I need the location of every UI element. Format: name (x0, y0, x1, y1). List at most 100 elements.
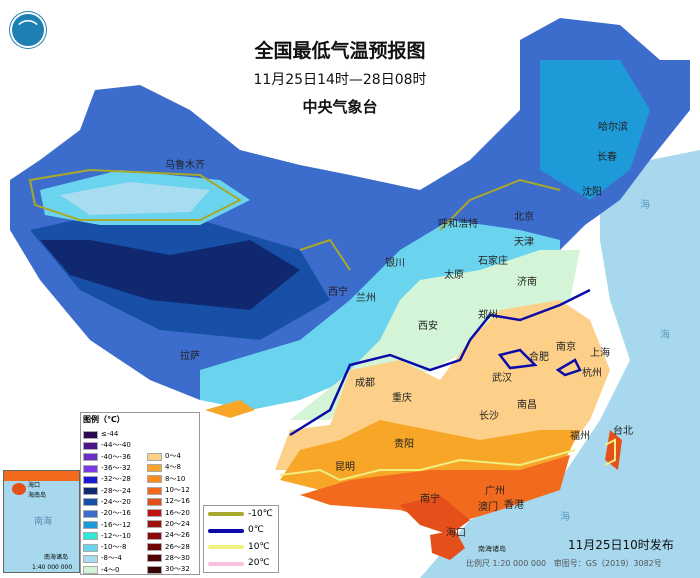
legend-label: 10～12 (165, 486, 190, 495)
zone-darkest (40, 240, 300, 310)
legend-label: -44～-40 (101, 441, 131, 450)
city-label: 西安 (418, 321, 438, 332)
legend-item: -8～-4 (83, 553, 131, 564)
city-label: 济南 (517, 277, 537, 288)
sea-area (420, 150, 700, 578)
legend-swatch (147, 520, 162, 529)
legend-swatch (147, 543, 162, 552)
sea-label: 海 (640, 200, 650, 211)
issuer: 中央气象台 (302, 98, 378, 116)
legend-label: 12～16 (165, 497, 190, 506)
isoline-item: 0℃ (204, 523, 278, 540)
legend-label: 8～10 (165, 474, 186, 483)
city-label: 呼和浩特 (438, 219, 478, 230)
city-label: 贵阳 (394, 439, 414, 450)
legend-item: -28～-24 (83, 485, 131, 496)
legend-swatch (83, 475, 98, 484)
hainan (430, 530, 465, 560)
legend-item: -36～-32 (83, 463, 131, 474)
city-label: 杭州 (582, 368, 602, 379)
legend-label: -4～0 (101, 565, 120, 574)
city-label: 成都 (355, 378, 375, 389)
color-legend: 图例（℃） ≤-44 -44～-40 -40～-36 -36～-32 -32～-28 -2… (80, 412, 200, 575)
legend-swatch (83, 498, 98, 507)
legend-label: -24～-20 (101, 497, 131, 506)
legend-label: -10～-8 (101, 543, 127, 552)
legend-swatch (83, 453, 98, 462)
city-label: 澳门 (478, 502, 498, 513)
isoline-swatch (208, 545, 244, 550)
zone-northeast (540, 60, 650, 200)
scale-and-approval: 比例尺 1:20 000 000 审图号：GS（2019）3082号 (466, 559, 662, 569)
legend-item: 24～26 (147, 530, 190, 541)
sea-label: 海 (560, 512, 570, 523)
legend-item: 8～10 (147, 474, 190, 485)
isoline-10 (279, 438, 616, 482)
legend-item: 30～32 (147, 564, 190, 575)
legend-item: 28～30 (147, 553, 190, 564)
city-label: 乌鲁木齐 (165, 160, 205, 171)
isoline-swatch (208, 512, 244, 517)
south-china-sea-inset: 海口 海南岛 南海 南海诸岛 1:40 000 000 (3, 470, 80, 573)
legend-item: -40～-36 (83, 452, 131, 463)
legend-label: ≤-44 (101, 430, 119, 439)
legend-label: -28～-24 (101, 486, 131, 495)
south-sea-islands-label: 南海诸岛 (478, 545, 506, 553)
isoline-label: -10℃ (248, 508, 273, 519)
city-label: 拉萨 (180, 351, 200, 362)
legend-label: 26～28 (165, 542, 190, 551)
isoline-label: 10℃ (248, 541, 270, 552)
legend-item: 12～16 (147, 496, 190, 507)
city-label: 海口 (446, 528, 466, 539)
approval-number: 审图号：GS（2019）3082号 (553, 559, 662, 568)
inset-sea: 南海 (34, 517, 53, 527)
taiwan (605, 430, 622, 470)
city-label: 郑州 (478, 310, 498, 321)
legend-swatch (147, 486, 162, 495)
legend-item: -12～-10 (83, 531, 131, 542)
city-label: 沈阳 (582, 187, 602, 198)
legend-swatch (83, 543, 98, 552)
city-label: 长春 (597, 152, 617, 163)
legend-label: 30～32 (165, 565, 190, 574)
city-label: 天津 (514, 237, 534, 248)
city-label: 长沙 (479, 411, 499, 422)
legend-swatch (83, 521, 98, 530)
isoline-swatch (208, 528, 244, 533)
city-label: 上海 (590, 348, 610, 359)
legend-label: -8～-4 (101, 554, 122, 563)
city-label: 兰州 (356, 293, 376, 304)
isoline-minus10 (28, 168, 561, 271)
city-label: 银川 (385, 258, 405, 269)
map-title: 全国最低气温预报图 (254, 40, 426, 62)
legend-label: -20～-16 (101, 509, 131, 518)
isoline-item: 20℃ (204, 556, 278, 573)
city-label: 武汉 (492, 373, 512, 384)
cma-logo-icon: ⌒ (10, 12, 46, 48)
legend-item: -10～-8 (83, 542, 131, 553)
legend-label: 28～30 (165, 553, 190, 562)
legend-swatch (83, 532, 98, 541)
city-label: 太原 (444, 270, 464, 281)
zone-red (400, 495, 470, 535)
legend-item: 20～24 (147, 519, 190, 530)
legend-swatch (83, 509, 98, 518)
legend-label: 24～26 (165, 531, 190, 540)
legend-label: -16～-12 (101, 520, 131, 529)
city-label: 南昌 (517, 400, 537, 411)
legend-item: -16～-12 (83, 519, 131, 530)
inset-city: 海口 (28, 482, 41, 489)
legend-swatch (147, 463, 162, 472)
city-label: 石家庄 (478, 256, 508, 267)
legend-swatch (83, 554, 98, 563)
city-label: 南宁 (420, 494, 440, 505)
legend-item: -20～-16 (83, 508, 131, 519)
legend-swatch (147, 475, 162, 484)
legend-swatch (83, 441, 98, 450)
legend-title: 图例（℃） (83, 415, 125, 424)
legend-item: 26～28 (147, 541, 190, 552)
legend-item: -44～-40 (83, 440, 131, 451)
legend-label: -32～-28 (101, 475, 131, 484)
isoline-0 (289, 288, 591, 437)
inset-island: 海南岛 (28, 492, 47, 499)
